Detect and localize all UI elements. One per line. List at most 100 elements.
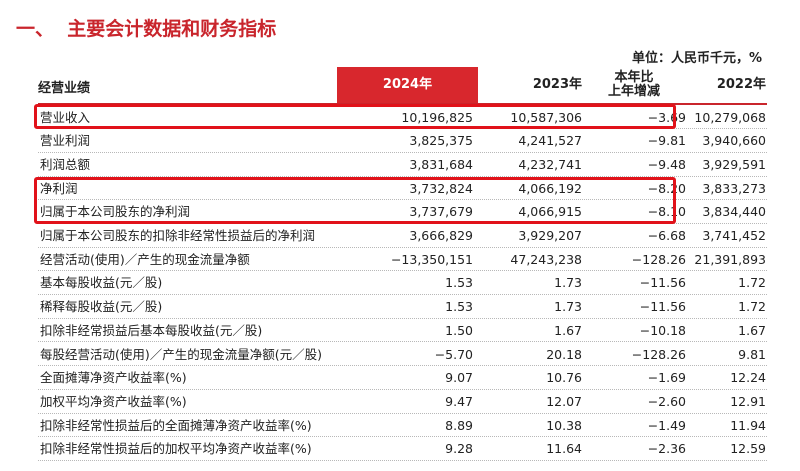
value-2023: 10.38 (546, 417, 582, 433)
value-2023: 1.73 (554, 299, 582, 315)
value-yoy-change: −1.49 (647, 417, 686, 433)
value-2022: 1.72 (738, 299, 766, 315)
unit-note: 单位：人民币千元，% (631, 51, 762, 66)
value-yoy-change: −6.68 (647, 228, 686, 243)
value-2022: 12.24 (730, 370, 766, 386)
value-2023: 3,929,207 (518, 228, 582, 243)
value-2022: 3,741,452 (702, 228, 766, 243)
value-2024: 1.53 (445, 299, 473, 315)
value-2023: 12.07 (546, 393, 582, 409)
value-2023: 1.67 (554, 322, 582, 338)
value-2022: 3,929,591 (702, 156, 766, 172)
table-row: 基本每股收益(元／股) 1.53 1.73 −11.56 1.72 (38, 271, 767, 296)
value-yoy-change: −8.10 (647, 204, 686, 220)
table-row: 扣除非经常性损益后的加权平均净资产收益率(%) 9.28 11.64 −2.36 12.… (38, 437, 767, 461)
value-2023: 4,066,192 (518, 180, 582, 196)
value-2023: 4,232,741 (518, 156, 582, 172)
value-2023: 11.64 (546, 441, 582, 457)
table-row: 经营活动(使用)／产生的现金流量净额 −13,350,151 47,243,238 −… (38, 248, 767, 272)
value-2024: 9.28 (445, 441, 473, 457)
value-2022: 12.91 (730, 393, 766, 409)
section-title: 一、 主要会计数据和财务指标 (16, 18, 277, 40)
row-label: 营业收入 (40, 109, 91, 125)
value-yoy-change: −128.26 (631, 346, 686, 362)
row-label: 营业利润 (40, 133, 91, 149)
header-yoy-line2: 上年增减 (607, 84, 660, 99)
value-2022: 3,940,660 (702, 133, 766, 149)
value-2022: 12.59 (730, 441, 766, 457)
header-yoy-line1: 本年比 (614, 70, 654, 85)
value-2024: 3,737,679 (409, 204, 473, 220)
header-yoy-change: 本年比 上年增减 (582, 67, 686, 103)
value-2023: 4,066,915 (518, 204, 582, 220)
value-2023: 47,243,238 (510, 251, 582, 267)
table-header: 经营业绩 2024年 2023年 本年比 上年增减 2022年 (38, 67, 767, 105)
table-row: 稀释每股收益(元／股) 1.53 1.73 −11.56 1.72 (38, 295, 767, 319)
table-row: 归属于本公司股东的净利润 3,737,679 4,066,915 −8.10 3,834… (38, 200, 767, 224)
value-yoy-change: −3.69 (647, 109, 686, 125)
row-label: 净利润 (40, 180, 78, 196)
table-row: 加权平均净资产收益率(%) 9.47 12.07 −2.60 12.91 (38, 390, 767, 414)
value-2024: −13,350,151 (390, 251, 473, 267)
value-yoy-change: −9.48 (647, 156, 686, 172)
value-2024: 8.89 (445, 417, 473, 433)
row-label: 全面摊薄净资产收益率(%) (40, 370, 187, 386)
value-yoy-change: −10.18 (639, 322, 686, 338)
value-2024: 9.47 (445, 393, 473, 409)
row-label: 每股经营活动(使用)／产生的现金流量净额(元／股) (40, 346, 323, 362)
value-yoy-change: −11.56 (639, 275, 686, 291)
value-2023: 20.18 (546, 346, 582, 362)
header-2024: 2024年 (337, 67, 478, 103)
row-label: 稀释每股收益(元／股) (40, 299, 163, 315)
table-row: 扣除非经常性损益后的全面摊薄净资产收益率(%) 8.89 10.38 −1.49 11.… (38, 414, 767, 438)
value-2024: 9.07 (445, 370, 473, 386)
value-2022: 3,834,440 (702, 204, 766, 220)
row-label: 扣除非经常损益后基本每股收益(元／股) (40, 322, 263, 338)
row-label: 基本每股收益(元／股) (40, 275, 163, 291)
row-label: 加权平均净资产收益率(%) (40, 393, 187, 409)
header-2023: 2023年 (532, 77, 582, 92)
value-2022: 21,391,893 (694, 251, 766, 267)
table-row: 营业利润 3,825,375 4,241,527 −9.81 3,940,660 (38, 129, 767, 153)
value-2022: 9.81 (738, 346, 766, 362)
table-row: 扣除非经常损益后基本每股收益(元／股) 1.50 1.67 −10.18 1.67 (38, 319, 767, 343)
row-label: 归属于本公司股东的净利润 (40, 204, 191, 220)
value-2022: 3,833,273 (702, 180, 766, 196)
table-row: 归属于本公司股东的扣除非经常性损益后的净利润 3,666,829 3,929,207… (38, 224, 767, 248)
value-2024: 1.50 (445, 322, 473, 338)
header-2022: 2022年 (716, 77, 766, 92)
value-yoy-change: −128.26 (631, 251, 686, 267)
value-2024: −5.70 (434, 346, 473, 362)
value-yoy-change: −11.56 (639, 299, 686, 315)
value-yoy-change: −9.81 (647, 133, 686, 149)
value-2023: 1.73 (554, 275, 582, 291)
value-yoy-change: −1.69 (647, 370, 686, 386)
value-2024: 3,666,829 (409, 228, 473, 243)
value-2023: 10.76 (546, 370, 582, 386)
row-label: 经营活动(使用)／产生的现金流量净额 (40, 251, 250, 267)
value-2024: 3,732,824 (409, 180, 473, 196)
table-row: 净利润 3,732,824 4,066,192 −8.20 3,833,273 (38, 177, 767, 201)
table-row: 全面摊薄净资产收益率(%) 9.07 10.76 −1.69 12.24 (38, 366, 767, 390)
value-2024: 3,831,684 (409, 156, 473, 172)
row-label: 归属于本公司股东的扣除非经常性损益后的净利润 (40, 228, 316, 243)
table-row: 营业收入 10,196,825 10,587,306 −3.69 10,279,068 (38, 106, 767, 130)
value-2022: 11.94 (730, 417, 766, 433)
table-row: 利润总额 3,831,684 4,232,741 −9.48 3,929,591 (38, 153, 767, 177)
value-yoy-change: −8.20 (647, 180, 686, 196)
value-2022: 10,279,068 (694, 109, 766, 125)
value-2022: 1.67 (738, 322, 766, 338)
row-label: 扣除非经常性损益后的加权平均净资产收益率(%) (40, 441, 312, 457)
value-2023: 10,587,306 (510, 109, 582, 125)
value-yoy-change: −2.36 (647, 441, 686, 457)
table-row: 每股经营活动(使用)／产生的现金流量净额(元／股) −5.70 20.18 −128.… (38, 343, 767, 367)
row-label: 扣除非经常性损益后的全面摊薄净资产收益率(%) (40, 417, 312, 433)
value-2024: 10,196,825 (401, 109, 473, 125)
header-operating-results: 经营业绩 (38, 81, 91, 96)
value-yoy-change: −2.60 (647, 393, 686, 409)
value-2023: 4,241,527 (518, 133, 582, 149)
value-2022: 1.72 (738, 275, 766, 291)
value-2024: 1.53 (445, 275, 473, 291)
row-label: 利润总额 (40, 156, 91, 172)
value-2024: 3,825,375 (409, 133, 473, 149)
